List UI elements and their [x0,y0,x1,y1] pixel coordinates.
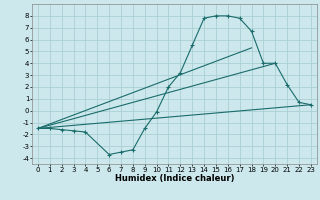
X-axis label: Humidex (Indice chaleur): Humidex (Indice chaleur) [115,174,234,183]
